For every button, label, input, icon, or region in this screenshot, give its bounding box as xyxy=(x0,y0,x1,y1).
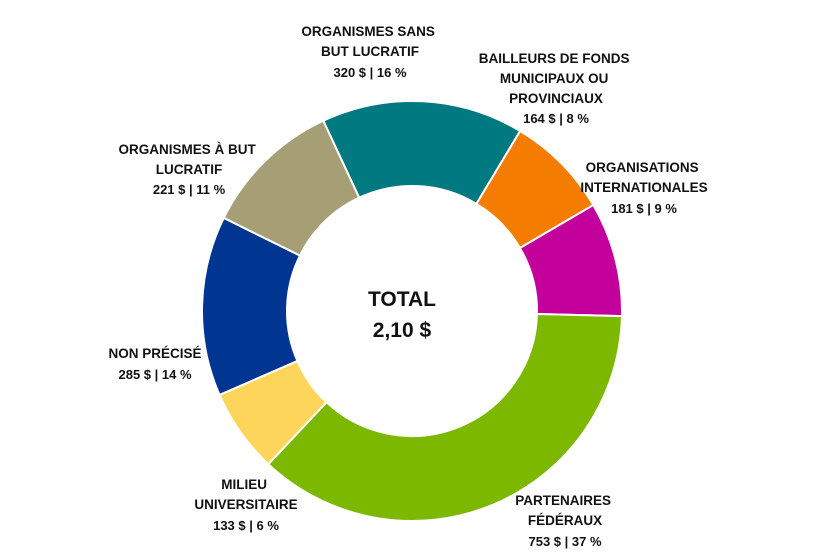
slice-value: 285 $ | 14 % xyxy=(118,367,191,382)
total-title: TOTAL xyxy=(368,288,436,311)
label-line: PROVINCIAUX xyxy=(509,91,603,106)
slice-label-non-precise: NON PRÉCISÉ 285 $ | 14 % xyxy=(108,346,201,382)
slice-label-organismes-sans-but-lucratif: ORGANISMES SANS BUT LUCRATIF 320 $ | 16 … xyxy=(301,24,438,80)
label-text: BAILLEURS DE FONDS MUNICIPAUX OU PROVINC… xyxy=(479,51,634,106)
slice-value: 133 $ | 6 % xyxy=(213,518,279,533)
label-line: ORGANISATIONS xyxy=(586,160,699,175)
slice-label-bailleurs-de-fonds: BAILLEURS DE FONDS MUNICIPAUX OU PROVINC… xyxy=(479,51,634,126)
label-line: MUNICIPAUX OU xyxy=(500,71,609,86)
donut-slice-3 xyxy=(266,312,623,523)
label-line: ORGANISMES SANS xyxy=(301,24,435,39)
label-line: FÉDÉRAUX xyxy=(528,513,602,528)
label-line: LUCRATIF xyxy=(156,162,223,177)
label-text: NON PRÉCISÉ xyxy=(108,346,201,361)
slice-value: 164 $ | 8 % xyxy=(523,111,589,126)
total-value: 2,10 $ xyxy=(373,319,432,342)
label-line: BUT LUCRATIF xyxy=(321,44,419,59)
label-text: ORGANISATIONS INTERNATIONALES xyxy=(580,160,707,195)
label-line: PARTENAIRES xyxy=(515,493,611,508)
slice-value: 181 $ | 9 % xyxy=(611,201,677,216)
label-text: ORGANISMES SANS BUT LUCRATIF xyxy=(301,24,438,59)
label-line: INTERNATIONALES xyxy=(580,180,707,195)
slice-label-organismes-a-but-lucratif: ORGANISMES À BUT LUCRATIF 221 $ | 11 % xyxy=(118,142,259,197)
label-line: ORGANISMES À BUT xyxy=(118,142,256,157)
label-line: MILIEU xyxy=(221,477,267,492)
label-text: MILIEU UNIVERSITAIRE xyxy=(194,477,297,512)
label-line: BAILLEURS DE FONDS xyxy=(479,51,630,66)
donut-slice-6 xyxy=(222,119,361,257)
donut-slices xyxy=(201,100,623,523)
slice-label-organisations-internationales: ORGANISATIONS INTERNATIONALES 181 $ | 9 … xyxy=(580,160,707,216)
center-total: TOTAL 2,10 $ xyxy=(368,288,436,342)
slice-value: 320 $ | 16 % xyxy=(333,65,406,80)
slice-value: 753 $ | 37 % xyxy=(528,534,601,549)
label-text: ORGANISMES À BUT LUCRATIF xyxy=(118,142,259,177)
slice-label-partenaires-federaux: PARTENAIRES FÉDÉRAUX 753 $ | 37 % xyxy=(515,493,615,549)
label-text: PARTENAIRES FÉDÉRAUX xyxy=(515,493,615,528)
slice-label-milieu-universitaire: MILIEU UNIVERSITAIRE 133 $ | 6 % xyxy=(194,477,297,533)
slice-value: 221 $ | 11 % xyxy=(153,182,226,197)
label-line: UNIVERSITAIRE xyxy=(194,497,297,512)
